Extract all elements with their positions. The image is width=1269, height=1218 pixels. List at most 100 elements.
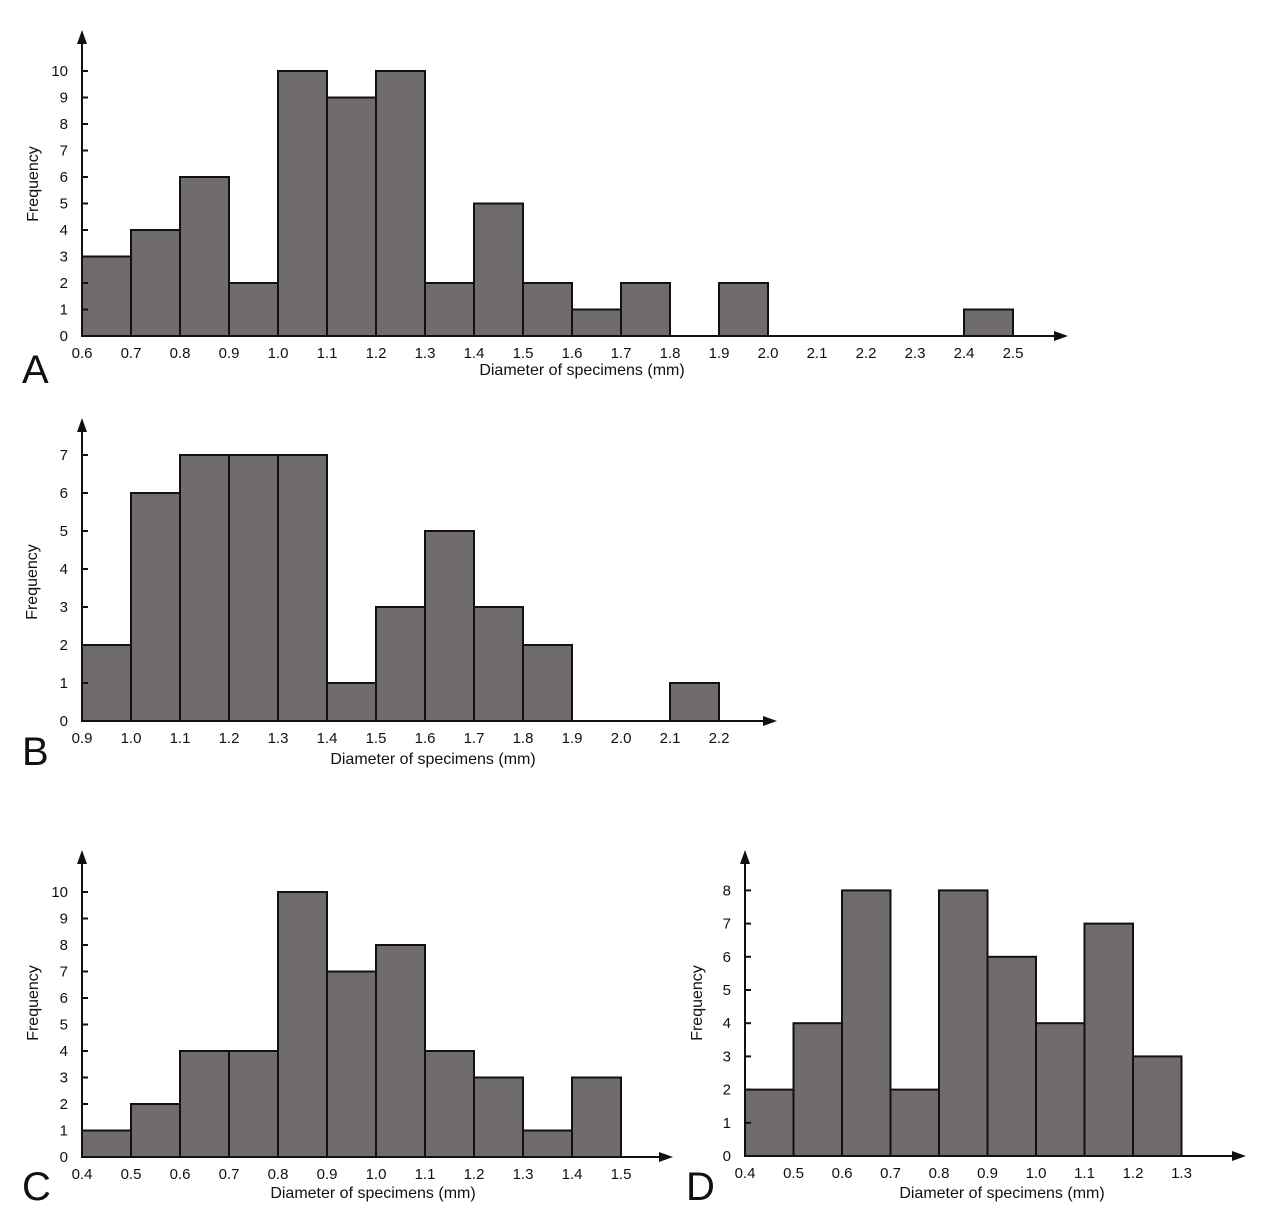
x-tick-label: 1.5	[611, 1166, 632, 1183]
y-tick-label: 8	[723, 882, 731, 899]
y-tick-label: 2	[60, 637, 68, 654]
x-tick-label: 1.1	[1074, 1165, 1095, 1182]
x-axis-arrow-icon	[659, 1152, 673, 1162]
y-tick-label: 8	[60, 937, 68, 954]
x-tick-label: 2.2	[856, 345, 877, 362]
bar	[375, 944, 426, 1158]
x-tick-label: 0.8	[929, 1165, 950, 1182]
bar	[986, 955, 1037, 1157]
bar	[81, 255, 132, 337]
panel-letter: C	[22, 1165, 51, 1209]
bar	[179, 176, 230, 337]
x-tick-label: 0.6	[72, 345, 93, 362]
bar	[571, 308, 622, 337]
histogram-panel-d: 0 1 2 3 4 5 6 7 8 0.4 0.5 0.6 0.7 0.8 0.9 1.0 1.1 1.2 1.3 D…	[686, 850, 1246, 1209]
y-tick-label: 8	[60, 116, 68, 133]
x-tick-label: 1.2	[366, 345, 387, 362]
y-tick-label: 7	[60, 447, 68, 464]
bar	[669, 682, 720, 722]
bar	[620, 282, 671, 337]
bar	[81, 1129, 132, 1158]
x-tick-label: 0.7	[219, 1166, 240, 1183]
x-tick-label: 1.0	[121, 730, 142, 747]
y-tick-label: 0	[723, 1148, 731, 1165]
y-axis-title: Frequency	[25, 146, 42, 222]
x-tick-label: 0.4	[735, 1165, 756, 1182]
bar	[130, 492, 181, 722]
x-tick-label: 1.2	[464, 1166, 485, 1183]
bar	[228, 454, 279, 722]
bar	[473, 1076, 524, 1158]
x-tick-label: 1.3	[268, 730, 289, 747]
panel-letter: B	[22, 730, 49, 774]
x-tick-label: 1.4	[317, 730, 338, 747]
bar	[792, 1022, 843, 1158]
y-tick-label: 1	[60, 1123, 68, 1140]
y-tick-label: 0	[60, 713, 68, 730]
bar	[424, 282, 475, 337]
bar	[473, 606, 524, 722]
x-axis-title: Diameter of specimens (mm)	[479, 362, 684, 379]
x-tick-label: 1.5	[366, 730, 387, 747]
x-tick-label: 0.7	[880, 1165, 901, 1182]
x-tick-label: 0.9	[317, 1166, 338, 1183]
x-axis-title: Diameter of specimens (mm)	[330, 751, 535, 768]
y-tick-label: 2	[60, 275, 68, 292]
y-tick-label: 1	[60, 302, 68, 319]
x-tick-label: 2.3	[905, 345, 926, 362]
x-tick-label: 0.8	[170, 345, 191, 362]
x-tick-label: 1.3	[1171, 1165, 1192, 1182]
y-tick-label: 0	[60, 328, 68, 345]
y-tick-label: 6	[60, 169, 68, 186]
x-tick-label: 0.5	[783, 1165, 804, 1182]
bar	[522, 644, 573, 722]
x-tick-label: 2.2	[709, 730, 730, 747]
bar	[424, 1050, 475, 1158]
y-tick-label: 7	[60, 964, 68, 981]
x-tick-label: 2.5	[1003, 345, 1024, 362]
x-tick-label: 0.9	[977, 1165, 998, 1182]
y-axis-arrow-icon	[77, 30, 87, 44]
y-axis-arrow-icon	[77, 850, 87, 864]
x-tick-label: 1.1	[170, 730, 191, 747]
x-tick-label: 1.9	[562, 730, 583, 747]
bar	[1035, 1022, 1086, 1158]
y-tick-label: 4	[60, 561, 68, 578]
y-tick-label: 0	[60, 1149, 68, 1166]
x-axis-title: Diameter of specimens (mm)	[270, 1185, 475, 1202]
y-tick-label: 5	[723, 982, 731, 999]
y-tick-label: 7	[723, 916, 731, 933]
bar	[424, 530, 475, 722]
x-tick-label: 2.0	[611, 730, 632, 747]
x-tick-label: 1.8	[513, 730, 534, 747]
bar	[522, 1129, 573, 1158]
x-tick-label: 0.9	[72, 730, 93, 747]
bar	[228, 1050, 279, 1158]
y-tick-label: 6	[60, 485, 68, 502]
bar	[326, 682, 377, 722]
y-tick-label: 4	[60, 1043, 68, 1060]
y-axis-title: Frequency	[25, 965, 42, 1041]
y-axis-arrow-icon	[740, 850, 750, 864]
y-tick-label: 9	[60, 90, 68, 107]
x-tick-label: 0.6	[170, 1166, 191, 1183]
panel-letter: D	[686, 1165, 715, 1209]
histogram-panel-c: 0 1 2 3 4 5 6 7 8 9 10 0.4 0.5 0.6 0.7 0.8 0.9 1.0 1.1 1.2 1…	[22, 850, 673, 1209]
histogram-panel-b: 0 1 2 3 4 5 6 7 0.9 1.0 1.1 1.2 1.3 1.4 1.5 1.6 1.7 1.8 1.…	[22, 418, 777, 774]
y-tick-label: 6	[723, 949, 731, 966]
bar	[130, 229, 181, 337]
histogram-panel-a: 0 1 2 3 4 5 6 7 8 9 10 0.6 0.7 0.8 0.9 1.0 1.1 1.2 1.3 1.4 1…	[22, 30, 1068, 392]
bar	[277, 891, 328, 1158]
x-tick-label: 1.4	[562, 1166, 583, 1183]
bar	[277, 70, 328, 337]
x-axis-arrow-icon	[1054, 331, 1068, 341]
bar	[1132, 1055, 1183, 1158]
x-tick-label: 0.7	[121, 345, 142, 362]
x-tick-label: 1.0	[1026, 1165, 1047, 1182]
y-tick-label: 5	[60, 1017, 68, 1034]
x-tick-label: 2.1	[807, 345, 828, 362]
x-tick-label: 0.5	[121, 1166, 142, 1183]
x-tick-label: 1.1	[415, 1166, 436, 1183]
y-tick-label: 1	[60, 675, 68, 692]
